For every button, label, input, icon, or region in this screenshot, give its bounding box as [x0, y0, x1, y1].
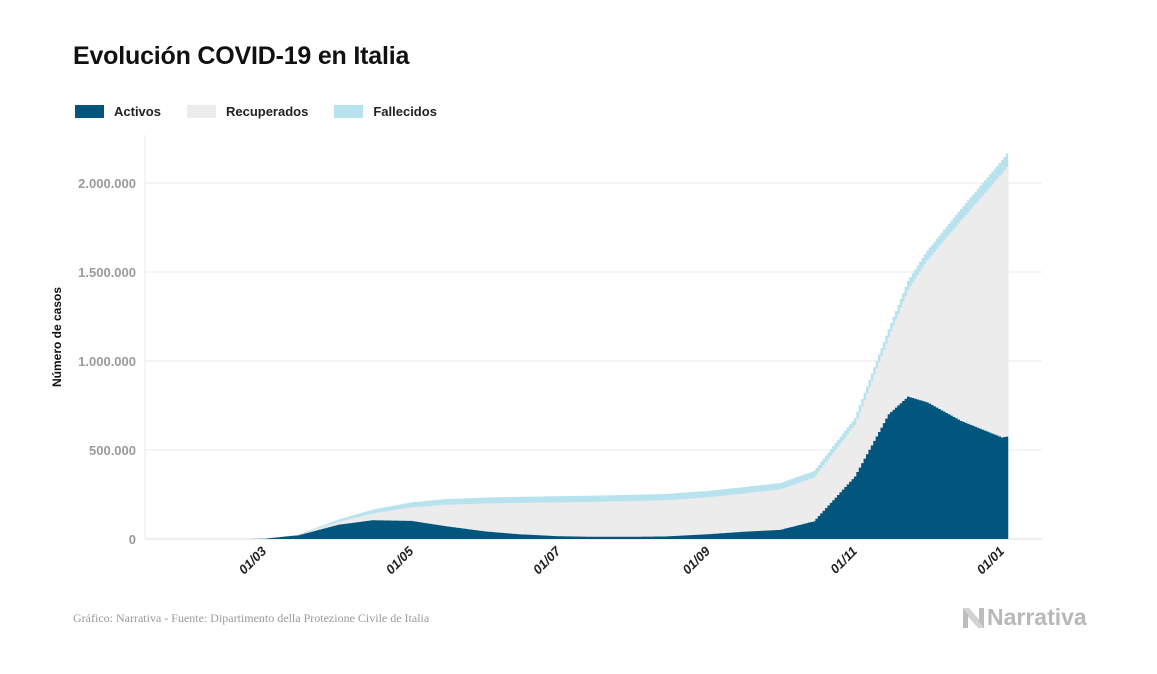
y-tick-label: 1.500.000: [78, 265, 136, 280]
y-tick-label: 0: [129, 532, 136, 547]
y-tick-label: 2.000.000: [78, 176, 136, 191]
x-tick-label: 01/09: [679, 543, 713, 577]
legend-item-fallecidos: Fallecidos: [334, 104, 437, 119]
legend-label: Fallecidos: [373, 104, 437, 119]
narrativa-logo: Narrativa: [963, 604, 1087, 631]
x-tick-label: 01/01: [974, 544, 1008, 578]
legend-label: Recuperados: [225, 104, 309, 119]
x-tick-label: 01/07: [530, 543, 564, 577]
x-tick-label: 01/05: [383, 543, 417, 577]
x-tick-label: 01/03: [236, 543, 270, 577]
legend-swatch-fallecidos: [334, 105, 364, 118]
legend-item-recuperados: Recuperados: [186, 104, 309, 119]
legend: Activos Recuperados Fallecidos: [75, 104, 463, 119]
chart-title: Evolución COVID-19 en Italia: [73, 42, 410, 70]
legend-swatch-recuperados: [186, 105, 216, 118]
legend-item-activos: Activos: [75, 104, 161, 119]
legend-swatch-activos: [75, 105, 104, 118]
y-tick-label: 1.000.000: [78, 354, 136, 369]
logo-text: Narrativa: [987, 604, 1087, 630]
legend-label: Activos: [114, 104, 161, 119]
source-footer: Gráfico: Narrativa - Fuente: Dipartiment…: [73, 611, 430, 625]
y-tick-label: 500.000: [89, 443, 136, 458]
x-tick-label: 01/11: [827, 544, 860, 577]
y-axis-label: Número de casos: [50, 287, 64, 387]
narrativa-logo-icon: [963, 607, 984, 628]
area-activos: [248, 396, 1009, 539]
